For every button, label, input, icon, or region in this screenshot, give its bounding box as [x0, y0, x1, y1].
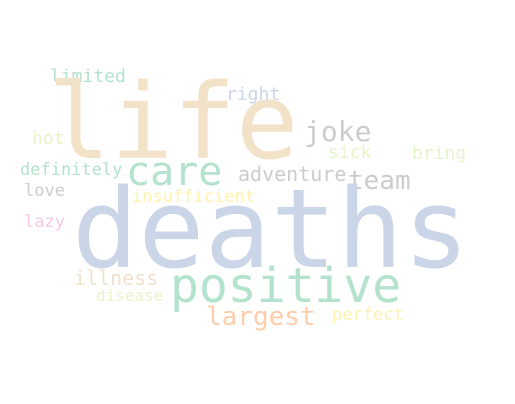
word-team: team [348, 166, 411, 196]
word-disease: disease [96, 286, 164, 305]
word-adventure: adventure [238, 162, 347, 186]
word-love: love [24, 181, 65, 201]
word-positive: positive [170, 258, 402, 314]
word-life: life [48, 61, 299, 183]
word-joke: joke [304, 115, 372, 148]
word-insufficient: insufficient [132, 187, 255, 207]
word-hot: hot [32, 128, 65, 149]
word-care: care [126, 149, 223, 195]
word-right: right [226, 84, 281, 105]
word-perfect: perfect [332, 305, 404, 325]
word-largest: largest [206, 302, 316, 332]
word-lazy: lazy [24, 212, 65, 232]
word-illness: illness [74, 266, 159, 290]
word-bring: bring [412, 143, 467, 164]
word-deaths: deaths [72, 165, 470, 293]
word-limited: limited [50, 66, 126, 87]
word-sick: sick [328, 142, 372, 163]
word-definitely: definitely [20, 160, 123, 180]
